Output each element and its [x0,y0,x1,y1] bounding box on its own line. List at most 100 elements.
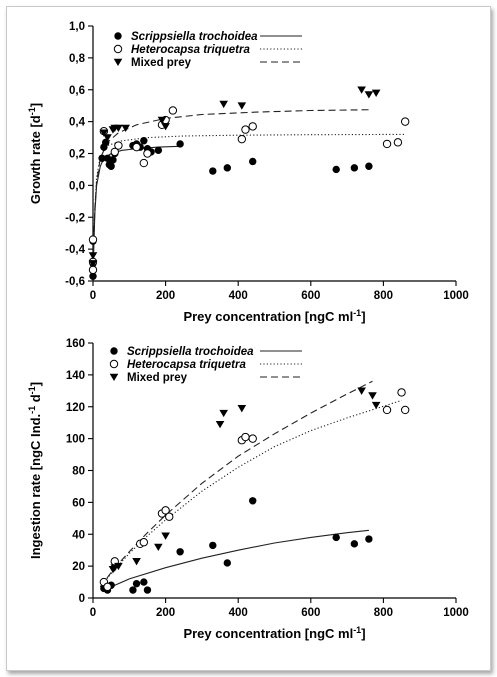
series-points [99,388,410,592]
data-point-filled-circle [98,154,106,162]
y-tick-label: 0,2 [69,149,85,161]
series-points [108,387,381,574]
y-tick-label: 120 [66,402,85,414]
data-point-triangle [371,401,381,410]
x-tick-label: 200 [156,290,175,302]
data-point-filled-circle [110,347,118,355]
y-tick-label: 60 [72,497,85,509]
data-point-open-circle [139,158,149,168]
data-point-open-circle [109,359,119,369]
data-point-filled-circle [132,579,141,588]
data-point-triangle [364,91,374,99]
data-point-filled-circle [350,164,359,172]
data-point-filled-circle [332,533,340,542]
x-tick-label: 600 [301,607,320,619]
data-point-open-circle [400,405,410,415]
y-tick-label: 0,6 [69,85,85,97]
chart-panel-1: 0 200 400 600 800 1000 -0,6 -0,4 -0,2 0,0 0,2 0,4 0,… [27,21,469,324]
x-tick-label: 600 [301,290,320,302]
data-point-open-circle [110,147,119,157]
data-point-open-circle [88,235,98,244]
data-point-filled-circle [176,140,184,148]
figure-frame [6,6,491,671]
data-point-triangle [161,123,170,131]
data-point-filled-circle [332,165,340,174]
x-tick-label: 800 [374,607,393,619]
data-point-filled-circle [249,157,257,166]
y-tick-label: 140 [66,370,85,382]
legend-label: Scrippsiella trochoidea [131,31,258,43]
data-point-triangle [237,405,247,413]
legend-label: Mixed prey [131,57,192,69]
y-axis-label: Ingestion rate [ngC Ind.-1 d-1] [27,382,43,559]
x-tick-label: 1000 [443,607,469,619]
legend-label: Mixed prey [127,372,188,384]
x-axis-label-main: Prey concentration [ngC ml [183,309,353,324]
x-axis-label: Prey concentration [ngC ml-1] [183,625,365,641]
data-point-filled-circle [365,162,373,170]
data-point-filled-circle [176,548,184,556]
data-point-open-circle [393,138,403,147]
data-point-triangle [154,543,163,551]
y-tick-label: 0,8 [69,53,86,65]
y-axis-label-sup: -1 [27,386,37,394]
x-tick-label: 400 [229,290,248,302]
data-point-triangle [88,260,98,268]
data-point-open-circle [143,149,152,158]
x-tick-label: 1000 [443,290,469,302]
y-axis-label-sup: -1 [27,406,37,414]
y-tick-label: 1,0 [69,21,85,33]
x-tick-label: 200 [156,607,175,619]
data-point-filled-circle [223,164,232,172]
y-axis-label-sup: -1 [27,107,37,115]
data-point-open-circle [103,582,112,592]
series-points [89,137,373,280]
data-point-open-circle [161,506,170,515]
data-point-open-circle [237,134,247,144]
data-point-open-circle [114,141,123,150]
data-point-triangle [88,252,98,260]
data-point-open-circle [400,117,410,126]
y-tick-label: -0,2 [65,212,85,224]
x-axis-label-end: ] [361,626,365,641]
data-point-triangle [357,387,366,395]
data-point-filled-circle [129,586,137,594]
legend-label: Heterocapsa triquetra [131,44,250,56]
y-tick-label: 0 [79,593,85,605]
data-point-open-circle [382,405,392,415]
y-tick-label: 80 [72,466,85,478]
y-axis-label-main: Growth rate [d [28,115,43,204]
data-point-triangle [114,124,123,132]
data-point-triangle [368,392,377,400]
data-point-open-circle [241,125,250,134]
data-point-filled-circle [109,156,117,164]
data-point-open-circle [168,106,178,115]
x-tick-label: 0 [90,607,96,619]
data-point-open-circle [248,434,257,443]
data-point-triangle [237,102,247,110]
chart-panel-2: 0 200 400 600 800 1000 0 20 40 60 80 100 120 140 160 Pr… [27,338,469,641]
y-tick-label: 100 [66,434,85,446]
data-point-triangle [121,124,130,132]
y-axis-label-main: Ingestion rate [ngC Ind. [28,414,43,559]
data-point-open-circle [248,122,257,131]
y-axis-label-end: ] [28,103,43,107]
data-point-filled-circle [365,535,373,543]
data-point-triangle [357,86,366,94]
data-point-open-circle [165,512,174,521]
legend-label: Heterocapsa triquetra [127,359,246,371]
data-point-open-circle [241,432,250,442]
data-point-triangle [132,558,141,566]
data-point-triangle [157,116,167,125]
x-axis-label-sup: -1 [353,625,361,635]
data-point-triangle [219,409,228,418]
data-point-open-circle [397,388,406,397]
data-point-filled-circle [350,540,359,548]
data-point-triangle [219,100,228,109]
fit-curve-dotted [99,399,402,588]
y-tick-label: -0,6 [65,276,85,288]
x-axis-label: Prey concentration [ngC ml-1] [183,308,365,324]
data-point-triangle [371,89,381,97]
